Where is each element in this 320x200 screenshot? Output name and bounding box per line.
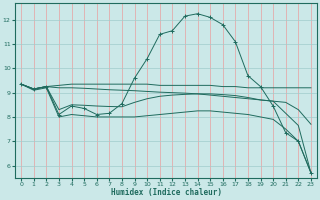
X-axis label: Humidex (Indice chaleur): Humidex (Indice chaleur)	[110, 188, 221, 197]
